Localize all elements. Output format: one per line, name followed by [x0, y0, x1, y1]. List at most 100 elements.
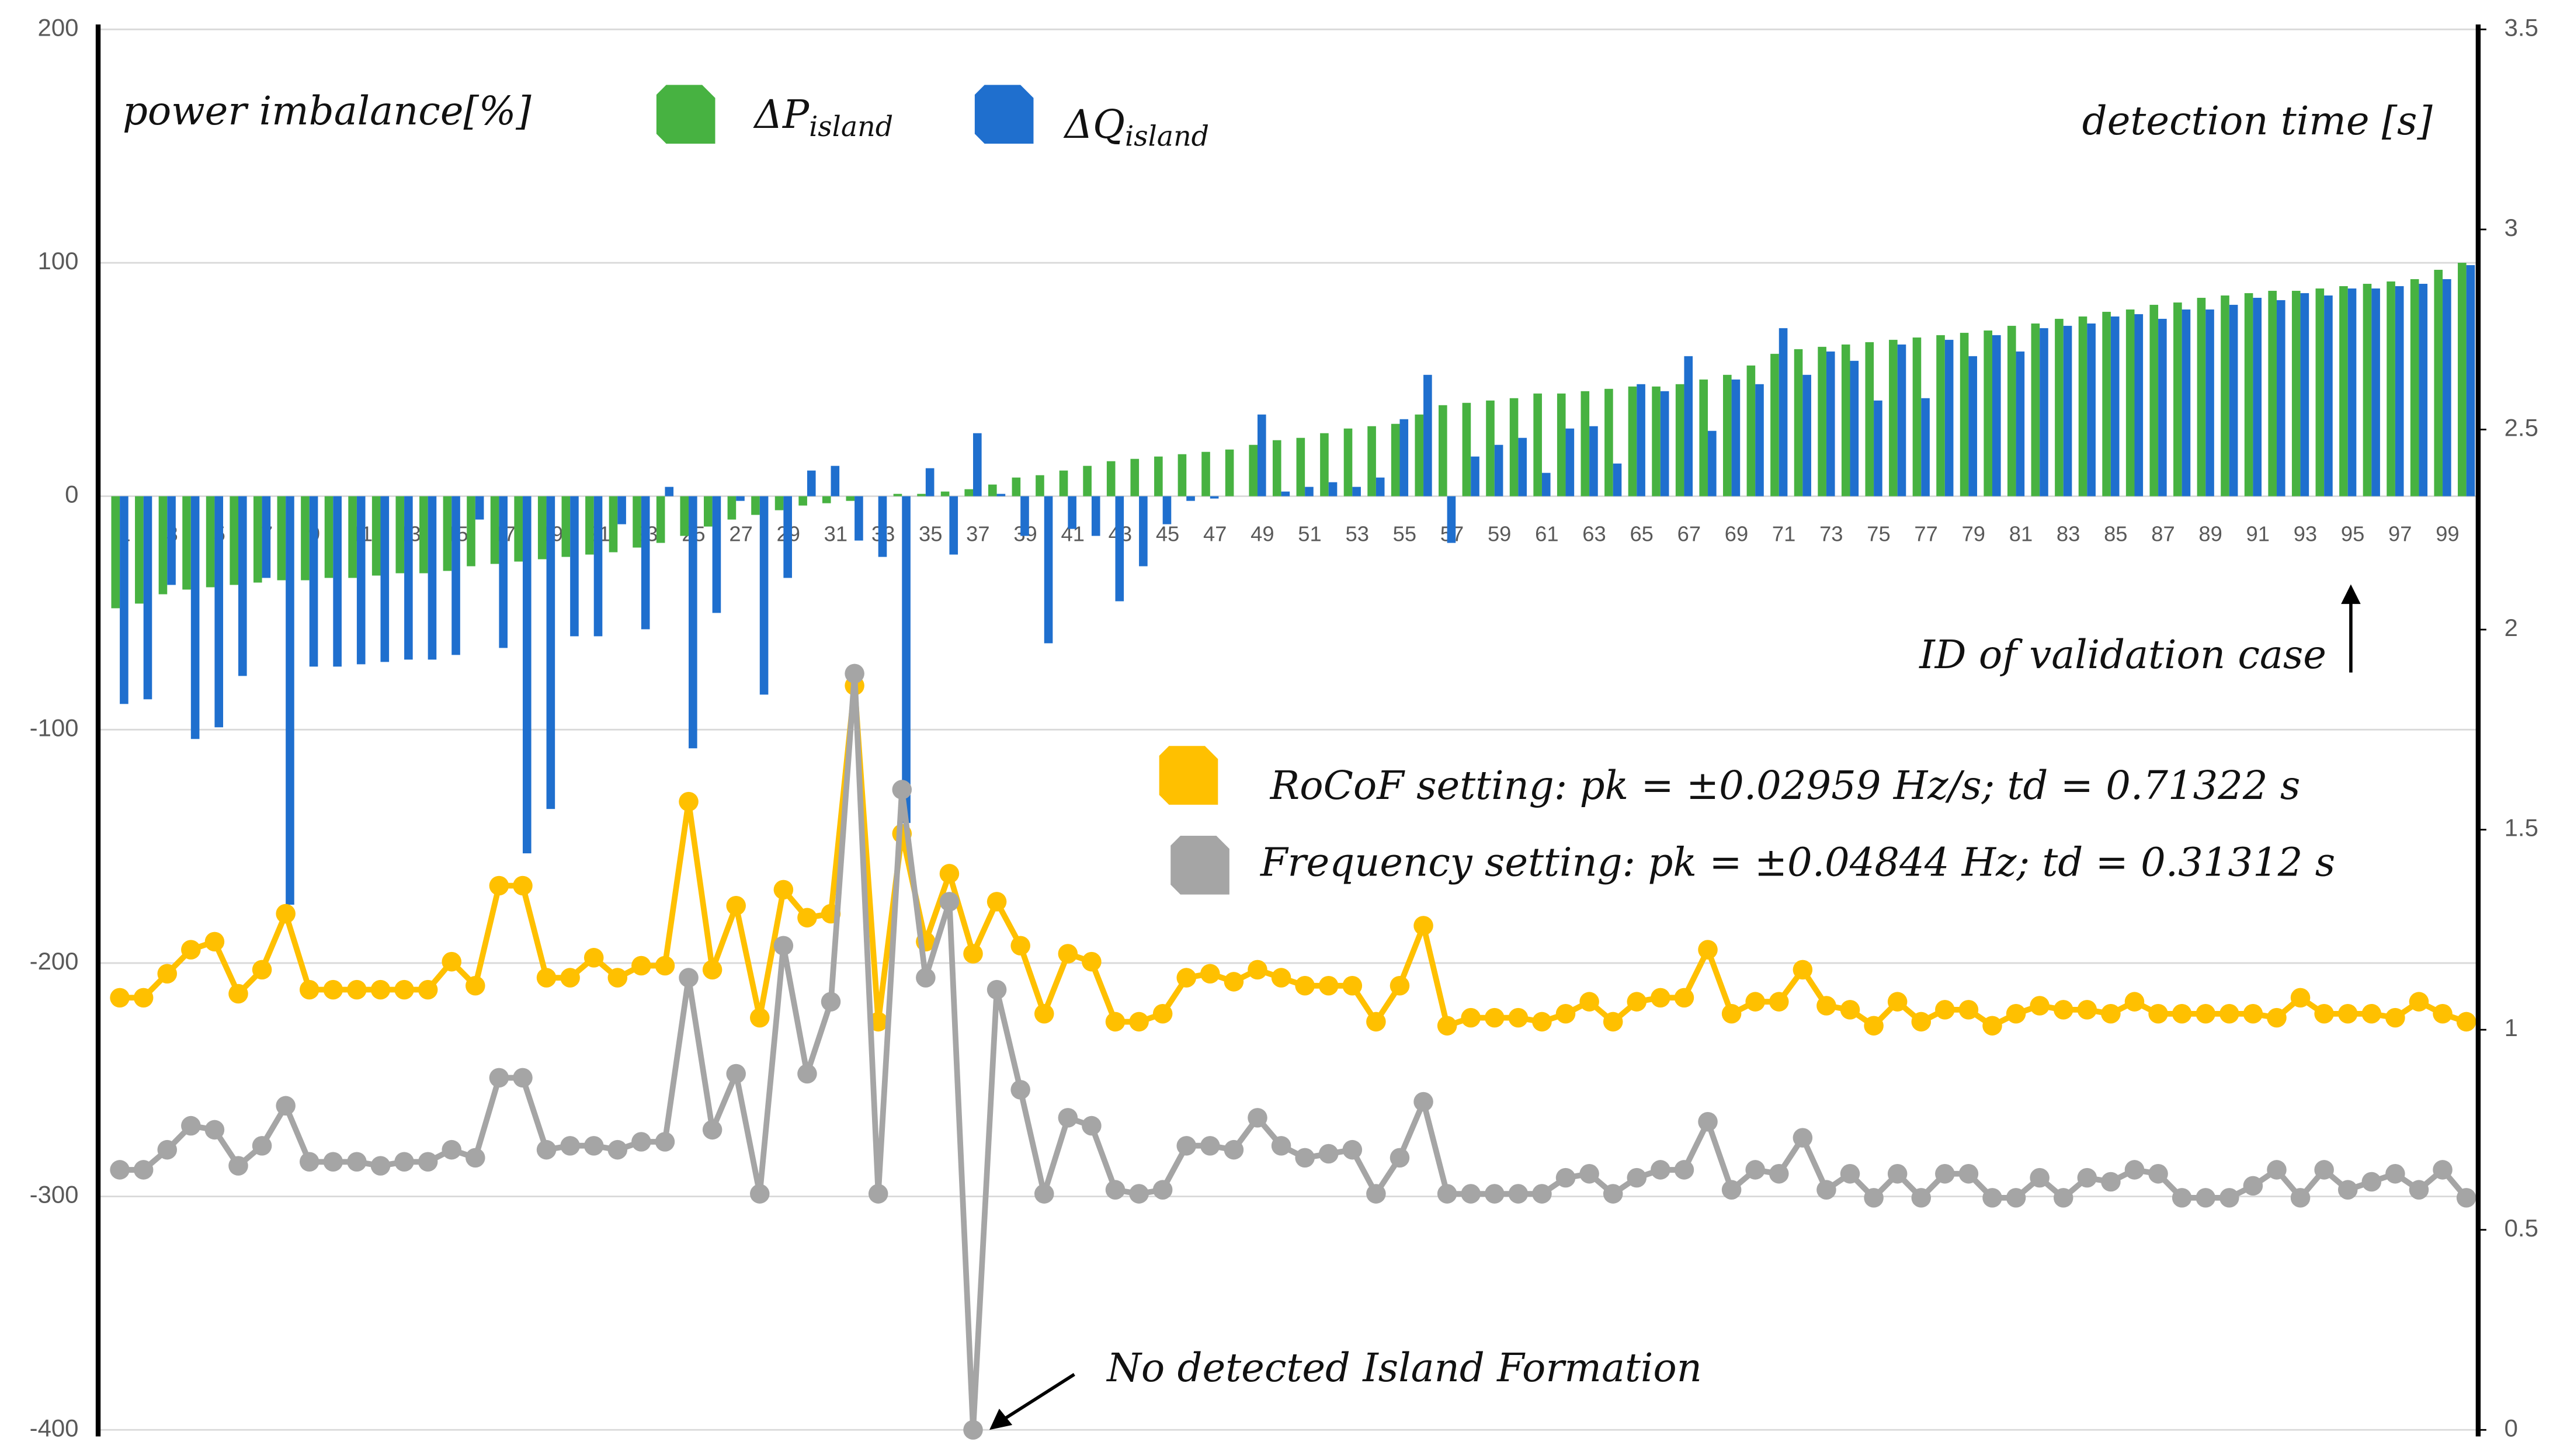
point — [323, 979, 343, 1000]
bar — [206, 496, 215, 588]
point — [1911, 1012, 1932, 1032]
point — [2196, 1188, 2216, 1208]
x-tick-label: 61 — [1535, 522, 1558, 545]
point — [228, 984, 248, 1004]
point — [1674, 1160, 1694, 1180]
point — [1698, 1111, 1718, 1132]
x-tick-label: 69 — [1725, 522, 1748, 545]
right-axis-label: detection time [s] — [2082, 98, 2433, 144]
bar — [1020, 496, 1029, 536]
point — [939, 864, 960, 884]
point — [418, 1152, 438, 1172]
bar — [1874, 400, 1882, 496]
y-tick-label: 0 — [65, 481, 78, 508]
point — [1200, 1136, 1220, 1156]
point — [1318, 976, 1339, 996]
bar — [1352, 487, 1361, 496]
point — [1271, 968, 1291, 988]
bar — [1139, 496, 1148, 567]
bar — [973, 433, 982, 496]
bar — [1012, 477, 1021, 496]
point — [773, 880, 794, 900]
bar — [2031, 323, 2040, 496]
note: No detected Island Formation — [1106, 1345, 1702, 1391]
bar — [2347, 288, 2357, 496]
point — [204, 1120, 225, 1140]
x-tick-label: 97 — [2388, 522, 2412, 545]
bar — [2229, 304, 2238, 496]
bar — [1921, 398, 1930, 496]
point — [466, 1148, 485, 1168]
point — [2219, 1003, 2239, 1024]
y2-tick-label: 3.5 — [2505, 13, 2538, 41]
point — [1793, 1128, 1813, 1148]
bar — [656, 496, 665, 543]
y-tick-label: 100 — [38, 247, 79, 274]
y2-tick-label: 2 — [2505, 614, 2518, 641]
bar — [940, 491, 950, 496]
point — [560, 968, 580, 988]
bar — [1897, 344, 1906, 496]
bar — [2244, 293, 2253, 496]
point — [1295, 976, 1315, 996]
x-tick-label: 47 — [1203, 522, 1227, 545]
point — [1105, 1012, 1126, 1032]
bar — [1581, 391, 1590, 496]
point — [181, 1116, 201, 1136]
bar — [537, 496, 547, 560]
bar — [1509, 398, 1519, 496]
point — [1958, 1164, 1979, 1184]
point — [726, 895, 746, 916]
point — [1887, 1164, 1908, 1184]
point — [418, 979, 438, 1000]
legend-label: RoCoF setting: pk = ±0.02959 Hz/s; td = … — [1269, 762, 2301, 808]
bar — [1865, 342, 1874, 496]
point — [1461, 1184, 1481, 1204]
point — [750, 1007, 770, 1028]
bar — [1091, 496, 1100, 536]
point — [1840, 1164, 1860, 1184]
bar — [1494, 444, 1503, 496]
bar — [120, 496, 128, 704]
x-axis-label: ID of validation case — [1918, 632, 2326, 677]
bar — [617, 496, 626, 524]
bar — [301, 496, 310, 581]
point — [607, 1139, 628, 1160]
bar — [286, 496, 294, 905]
point — [1698, 940, 1718, 960]
bar — [689, 496, 697, 749]
bar — [2419, 283, 2428, 496]
bar — [2158, 318, 2167, 496]
y2-tick-label: 0 — [2505, 1414, 2518, 1441]
bar — [1447, 496, 1456, 543]
bar — [451, 496, 460, 655]
point — [1413, 916, 1433, 936]
bar — [1518, 437, 1527, 496]
legend-label: ΔPisland — [753, 92, 894, 143]
point — [157, 964, 178, 984]
point — [679, 968, 699, 988]
point — [1935, 1164, 1955, 1184]
point — [1485, 1184, 1505, 1204]
bar — [2063, 325, 2072, 496]
point — [1390, 976, 1410, 996]
point — [1200, 964, 1220, 984]
point — [1579, 992, 1599, 1012]
point — [1532, 1012, 1552, 1032]
bar — [1068, 496, 1076, 529]
bar — [798, 496, 807, 506]
point — [1674, 988, 1694, 1008]
point — [655, 1132, 675, 1152]
bar — [1225, 449, 1234, 496]
point — [2456, 1188, 2476, 1208]
bar — [1186, 496, 1195, 501]
point — [1010, 936, 1030, 956]
bar — [1613, 463, 1622, 496]
point — [1082, 951, 1102, 972]
bar — [1779, 328, 1788, 496]
x-tick-label: 87 — [2151, 522, 2175, 545]
x-tick-label: 51 — [1298, 522, 1321, 545]
point — [2314, 1160, 2334, 1180]
point — [1129, 1184, 1149, 1204]
